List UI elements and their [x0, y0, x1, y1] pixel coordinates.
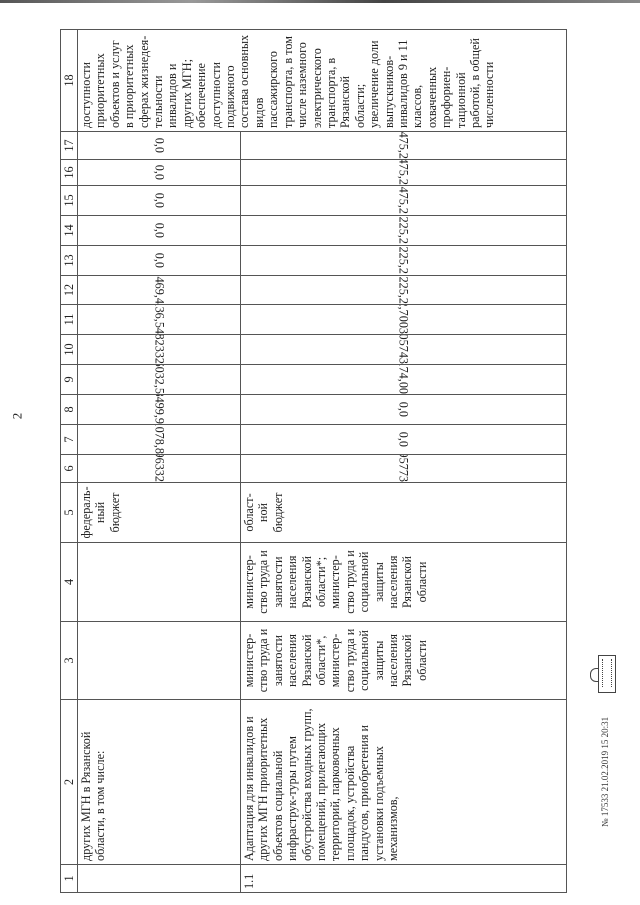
column-number-header: 13	[60, 245, 78, 276]
header-row: 1 2 3 4 5 6 7 8 9 10 11 12 13 14 15 16 17 18	[60, 29, 78, 893]
cell-value: 225,2	[240, 245, 567, 276]
column-number-header: 16	[60, 159, 78, 186]
cell-coexecutor: министер-ство труда и занятости населени…	[240, 542, 567, 622]
cell-number	[77, 864, 241, 893]
cell-value: 0,0	[77, 245, 241, 276]
cell-value: 0,0	[77, 215, 241, 246]
cell-executor: министер-ство труда и занятости населени…	[240, 621, 567, 700]
cell-coexecutor	[77, 542, 241, 622]
program-table: 1 2 3 4 5 6 7 8 9 10 11 12 13 14 15 16 17 18 других МГН в…	[60, 29, 567, 893]
cell-source: област-ной бюджет	[240, 482, 567, 543]
cell-value: 10136,54	[77, 304, 241, 335]
cell-value: 475,2	[240, 159, 567, 186]
cell-value: 0,0	[77, 185, 241, 216]
column-number-header: 1	[60, 864, 78, 893]
column-number-header: 15	[60, 185, 78, 216]
cell-executor	[77, 621, 241, 700]
cell-name: других МГН в Рязанской области, в том чи…	[77, 699, 241, 865]
column-number-header: 12	[60, 275, 78, 305]
cell-value: 475,2	[240, 185, 567, 216]
column-number-header: 14	[60, 215, 78, 246]
cell-value: 1078,8	[77, 424, 241, 455]
cell-value: 0,0	[77, 159, 241, 186]
cell-value: 38499,9	[77, 394, 241, 425]
document-table-frame: 1 2 3 4 5 6 7 8 9 10 11 12 13 14 15 16 17 18 других МГН в…	[60, 29, 567, 893]
cell-value: 486,05743	[240, 334, 567, 365]
column-number-header: 5	[60, 482, 78, 543]
cell-value: 225,2	[240, 275, 567, 305]
cell-value: 475,2	[240, 131, 567, 160]
cell-source: федераль-ный бюджет	[77, 482, 241, 543]
column-number-header: 9	[60, 364, 78, 395]
cell-value: 0,0	[240, 394, 567, 425]
cell-value: 112889,96332	[77, 454, 241, 483]
page-number: 2	[9, 412, 25, 420]
table-row: 1.1 Адаптация для инвалидов и других МГН…	[240, 30, 567, 893]
column-number-header: 8	[60, 394, 78, 425]
cell-value: 225,2	[240, 215, 567, 246]
registration-stamp: № 17533 21.02.2019 15 20:31	[600, 716, 610, 827]
column-number-header: 2	[60, 699, 78, 865]
cell-value: 23972,82332	[77, 334, 241, 365]
scan-edge	[0, 0, 640, 3]
column-number-header: 17	[60, 131, 78, 160]
registry-logo-icon	[590, 655, 616, 693]
column-number-header: 10	[60, 334, 78, 365]
column-number-header: 7	[60, 424, 78, 455]
cell-value: 0,0	[77, 131, 241, 160]
cell-value: 0,0	[240, 424, 567, 455]
column-number-header: 11	[60, 304, 78, 335]
cell-expected-results: доступности приоритетных объектов и услу…	[77, 29, 567, 132]
cell-value: 26032,5	[77, 364, 241, 395]
column-number-header: 6	[60, 454, 78, 483]
cell-value: 3363,95773	[240, 454, 567, 483]
cell-name: Адаптация для инвалидов и других МГН при…	[240, 699, 567, 865]
cell-value: 174,00	[240, 364, 567, 395]
column-number-header: 18	[60, 29, 78, 132]
column-number-header: 4	[60, 542, 78, 622]
cell-value: 602,7003	[240, 304, 567, 335]
table-row: других МГН в Рязанской области, в том чи…	[77, 29, 567, 893]
cell-number: 1.1	[240, 864, 567, 893]
column-number-header: 3	[60, 621, 78, 700]
cell-value: 3469,4	[77, 275, 241, 305]
